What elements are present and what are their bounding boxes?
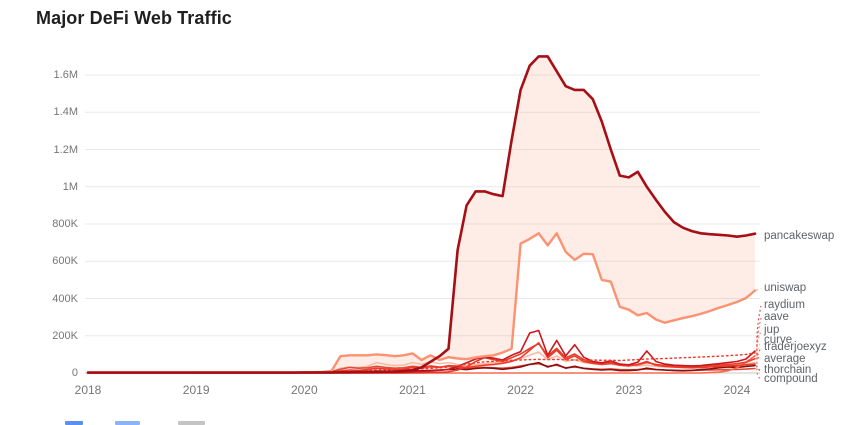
y-axis-label: 600K (52, 255, 78, 268)
series-label-jup[interactable]: jup (764, 324, 780, 336)
y-axis-label: 400K (52, 292, 78, 305)
series-label-thorchain[interactable]: thorchain (764, 364, 812, 376)
series-line-average[interactable] (87, 352, 756, 374)
chart-title: Major DeFi Web Traffic (36, 8, 232, 28)
leader-line-average (756, 352, 762, 361)
series-label-curve[interactable]: curve (764, 334, 793, 346)
y-axis-label: 1.6M (53, 69, 78, 81)
cutoff-caption-fragment (178, 421, 205, 425)
y-axis-label: 1.2M (53, 143, 78, 156)
cutoff-caption-fragment (65, 421, 83, 425)
leader-line-thorchain (756, 365, 762, 372)
x-axis-label: 2024 (723, 383, 751, 397)
series-label-raydium[interactable]: raydium (764, 299, 805, 311)
x-axis-label: 2021 (399, 383, 426, 397)
series-label-uniswap[interactable]: uniswap (764, 282, 807, 294)
y-axis-label: 800K (52, 218, 78, 230)
x-axis-label: 2022 (507, 383, 534, 397)
leader-line-jup (756, 330, 762, 356)
series-label-aave[interactable]: aave (764, 311, 789, 323)
series-label-pancakeswap[interactable]: pancakeswap (764, 230, 835, 242)
leader-line-compound (756, 368, 762, 381)
band-fill (88, 56, 755, 373)
series-line-pancakeswap[interactable] (86, 55, 757, 374)
y-axis-label: 1.4M (53, 106, 78, 119)
cutoff-caption-fragment (115, 421, 140, 425)
series-label-compound[interactable]: compound (764, 373, 818, 385)
x-axis-label: 2019 (182, 383, 210, 397)
x-axis-label: 2018 (74, 383, 102, 397)
leader-line-traderjoexyz (756, 347, 762, 365)
leader-line-uniswap (756, 288, 762, 291)
series-label-traderjoexyz[interactable]: traderjoexyz (764, 341, 827, 353)
x-axis-label: 2023 (615, 383, 643, 397)
series-label-average[interactable]: average (764, 353, 806, 365)
x-axis-label: 2020 (290, 383, 318, 397)
leader-line-raydium (756, 305, 762, 352)
y-axis-label: 0 (71, 367, 78, 379)
y-axis-label: 1M (62, 180, 78, 193)
y-axis-label: 200K (52, 329, 78, 342)
